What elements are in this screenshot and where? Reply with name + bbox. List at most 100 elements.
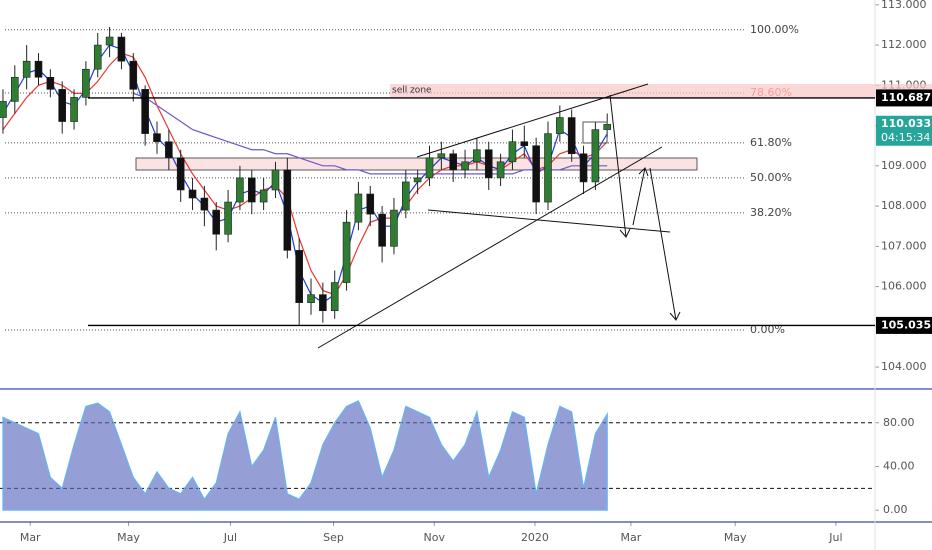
candle-body <box>461 161 469 171</box>
candle-body <box>283 169 292 251</box>
fib-label: 50.00% <box>750 171 792 184</box>
trend-line <box>317 146 663 349</box>
candle-body <box>366 193 375 215</box>
x-tick-label: Jul <box>828 531 842 544</box>
candle-body <box>591 129 600 183</box>
candle-body <box>295 250 303 303</box>
candle-body <box>496 161 505 179</box>
y-tick-label: 107.000 <box>881 239 927 252</box>
price-tag-label: 110.687 <box>881 91 931 104</box>
candle-body <box>22 60 31 78</box>
y-tick-label: 112.000 <box>881 38 927 51</box>
candle-body <box>413 177 422 183</box>
y-tick-label: 113.000 <box>881 0 927 11</box>
candle-body <box>378 213 386 247</box>
candle-body <box>532 145 540 203</box>
candle-body <box>58 89 67 122</box>
candle-body <box>93 44 102 70</box>
candle-body <box>11 76 19 102</box>
x-tick-label: Sep <box>323 531 344 544</box>
candle-body <box>544 133 552 203</box>
price-tag-label: 105.035 <box>881 318 931 331</box>
candle-body <box>330 282 339 312</box>
candle-body <box>473 149 481 163</box>
arrow <box>609 94 627 238</box>
candle-body <box>224 201 232 235</box>
arrow <box>649 167 677 321</box>
y-tick-label: 109.000 <box>881 159 927 172</box>
candle-body <box>354 193 363 223</box>
candle-body <box>46 76 55 90</box>
candle-body <box>484 149 493 179</box>
fib-label: 38.20% <box>750 206 792 219</box>
candle-body <box>165 141 173 159</box>
trend-line <box>427 209 671 233</box>
drawings <box>317 83 681 349</box>
candle-body <box>82 68 90 98</box>
candle-body <box>129 60 138 90</box>
candle-body <box>200 197 209 211</box>
oscillator-area <box>2 400 608 511</box>
fib-label: 0.00% <box>750 323 785 336</box>
x-tick-label: Nov <box>424 531 446 544</box>
candle-body <box>508 141 517 163</box>
sell-zone-label: sell zone <box>392 86 432 96</box>
candle-body <box>425 157 434 179</box>
price-tag <box>876 115 932 146</box>
candle-body <box>117 36 126 62</box>
moving-average <box>2 52 608 296</box>
y-tick-label: 104.000 <box>881 360 927 373</box>
moving-average <box>2 44 608 304</box>
arrow-head <box>669 311 681 321</box>
x-tick-label: May <box>724 531 747 544</box>
candle-body <box>307 294 315 303</box>
x-tick-label: Mar <box>20 531 41 544</box>
fib-label: 100.00% <box>750 23 799 36</box>
price-tag <box>876 316 932 334</box>
box <box>582 121 608 144</box>
candle-body <box>556 117 564 134</box>
x-tick-label: May <box>117 531 140 544</box>
candle-body <box>579 153 588 183</box>
x-tick-label: Mar <box>621 531 642 544</box>
price-tag <box>876 89 932 107</box>
candle-body <box>212 209 221 235</box>
moving-average <box>133 92 608 175</box>
candle-body <box>342 221 351 283</box>
x-tick-label: Jul <box>223 531 237 544</box>
candle-body <box>567 117 576 155</box>
sell-zone <box>390 84 932 98</box>
arrow <box>632 167 646 226</box>
candle-body <box>0 101 7 118</box>
x-tick-label: 2020 <box>521 531 549 544</box>
candle-body <box>271 169 280 191</box>
candle-body <box>402 181 410 211</box>
fib-label: 61.80% <box>750 136 792 149</box>
candle-body <box>34 60 43 78</box>
countdown: 04:15:34 <box>881 131 930 144</box>
candle-body <box>141 89 149 134</box>
osc-tick-label: 0.00 <box>883 503 908 516</box>
candle-body <box>520 141 529 147</box>
arrow-head <box>638 167 649 177</box>
support-zone <box>135 157 698 171</box>
price-tag-label: 110.033 <box>881 117 931 130</box>
candle-body <box>247 177 256 203</box>
osc-tick-label: 80.00 <box>883 416 915 429</box>
candle-body <box>449 153 457 171</box>
candle-body <box>236 177 244 203</box>
candle-body <box>188 189 197 199</box>
candle-body <box>153 133 161 142</box>
candle-body <box>437 153 446 159</box>
candle-body <box>105 36 114 46</box>
osc-tick-label: 40.00 <box>883 459 915 472</box>
y-tick-label: 108.000 <box>881 199 927 212</box>
trend-line <box>416 83 649 158</box>
arrow-head <box>619 228 631 238</box>
y-tick-label: 106.000 <box>881 280 927 293</box>
candle-body <box>70 97 78 122</box>
candle-body <box>390 209 398 247</box>
candle-body <box>176 157 185 191</box>
candle-body <box>259 189 268 203</box>
